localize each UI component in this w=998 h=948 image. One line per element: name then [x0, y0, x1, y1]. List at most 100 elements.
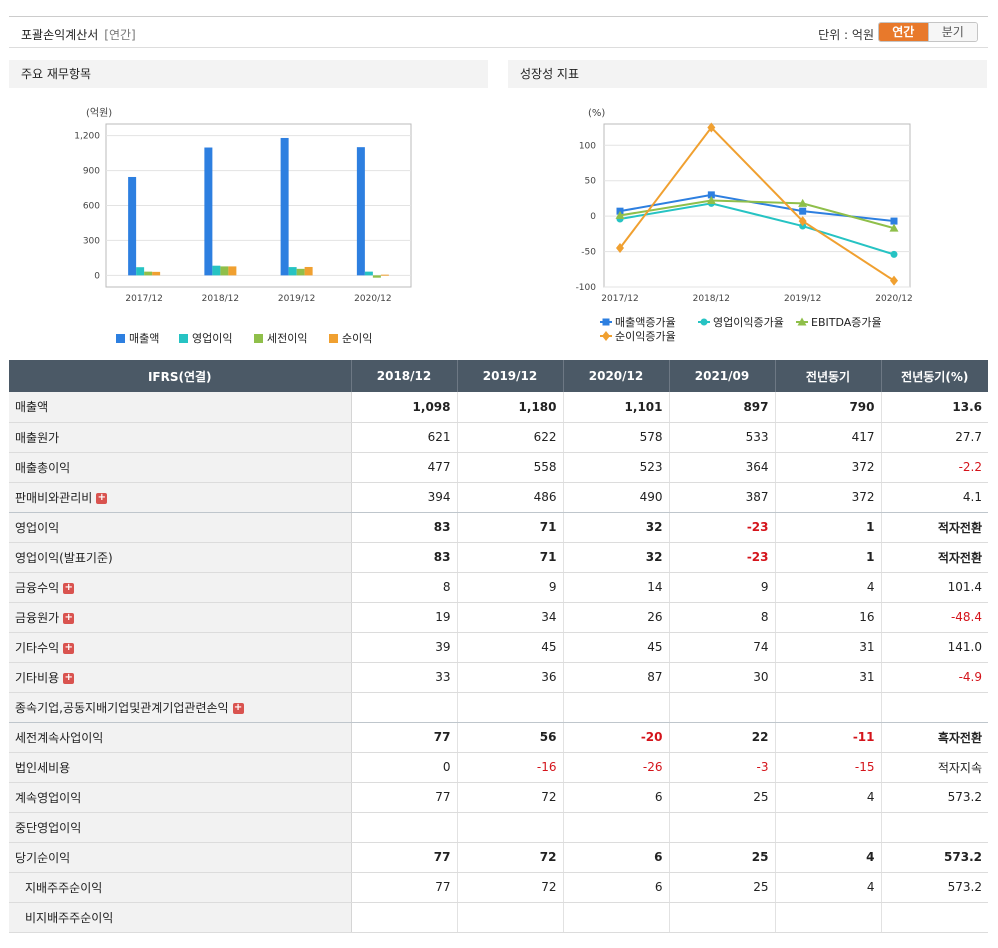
legend-swatch — [116, 334, 125, 343]
row-label: 비지배주주순이익 — [9, 902, 352, 933]
table-header-row: IFRS(연결) 2018/12 2019/12 2020/12 2021/09 전년동기… — [9, 360, 988, 392]
table-cell: 4 — [775, 572, 882, 603]
data-point — [700, 318, 708, 326]
expand-icon[interactable]: + — [96, 491, 108, 504]
data-point — [602, 331, 610, 341]
y-axis-label: (%) — [588, 108, 605, 119]
row-label: 중단영업이익 — [9, 812, 352, 843]
series-line — [619, 199, 895, 230]
expand-icon[interactable]: + — [63, 671, 75, 684]
row-label-text: 영업이익 — [15, 520, 60, 535]
table-cell: 45 — [457, 632, 564, 663]
row-label: 영업이익(발표기준) — [9, 542, 352, 573]
legend-label: 매출액 — [129, 332, 159, 345]
y-tick-label: 100 — [579, 141, 596, 151]
table-cell: 387 — [669, 482, 776, 513]
row-label-text: 금융수익 — [15, 580, 60, 595]
income-statement-table: IFRS(연결) 2018/12 2019/12 2020/12 2021/09 전년동기… — [9, 360, 988, 933]
row-label-text: 중단영업이익 — [15, 820, 82, 835]
tab-quarterly[interactable]: 분기 — [927, 23, 977, 41]
y-tick-label: 0 — [590, 212, 596, 222]
table-cell: 578 — [563, 422, 670, 453]
table-cell: 83 — [351, 542, 458, 573]
data-point — [797, 317, 807, 326]
expand-icon[interactable]: + — [63, 581, 75, 594]
panel-title-financial: 주요 재무항목 — [9, 60, 488, 88]
table-cell — [563, 902, 670, 933]
y-axis-label: (억원) — [86, 107, 112, 119]
table-cell: 364 — [669, 452, 776, 483]
statement-header: 포괄손익계산서 [연간] 단위 : 억원 연간 분기 — [9, 16, 988, 48]
legend-swatch — [329, 334, 338, 343]
row-label-text: 지배주주순이익 — [25, 880, 103, 895]
header-col-2: 2019/12 — [457, 360, 564, 392]
financial-bar-chart: 0 300 600 900 1,200 (억원) 2017/12 2018/12 2019/12… — [74, 107, 412, 345]
table-row: 중단영업이익 — [9, 812, 988, 843]
row-label: 판매비와관리비 + — [9, 482, 352, 513]
table-cell: 6 — [563, 782, 670, 813]
header-standard: IFRS(연결) — [9, 360, 352, 392]
table-cell: 8 — [351, 572, 458, 603]
header-col-4: 2021/09 — [669, 360, 776, 392]
table-cell — [563, 812, 670, 843]
table-cell: 523 — [563, 452, 670, 483]
y-tick-label: 600 — [83, 202, 100, 212]
row-label: 계속영업이익 — [9, 782, 352, 813]
table-cell: 25 — [669, 842, 776, 873]
row-label-text: 영업이익(발표기준) — [15, 550, 113, 565]
data-point — [799, 207, 807, 215]
legend-label: 순이익 — [342, 332, 372, 345]
header-col-6: 전년동기(%) — [881, 360, 988, 392]
row-label: 지배주주순이익 — [9, 872, 352, 903]
expand-icon[interactable]: + — [63, 611, 75, 624]
table-cell: -20 — [563, 722, 670, 753]
data-point — [706, 196, 716, 205]
table-cell: 39 — [351, 632, 458, 663]
table-cell: -48.4 — [881, 602, 988, 633]
table-cell: 101.4 — [881, 572, 988, 603]
period-toggle: 연간 분기 — [878, 22, 978, 42]
table-cell: 790 — [775, 392, 882, 423]
x-tick-label: 2017/12 — [601, 294, 638, 304]
legend-swatch — [179, 334, 188, 343]
row-label-text: 금융원가 — [15, 610, 60, 625]
table-cell: 621 — [351, 422, 458, 453]
table-cell — [881, 902, 988, 933]
table-cell — [457, 812, 564, 843]
table-cell — [669, 902, 776, 933]
expand-icon[interactable]: + — [63, 641, 75, 654]
table-cell — [457, 902, 564, 933]
table-cell: 적자전환 — [881, 542, 988, 573]
bar — [128, 176, 137, 276]
row-label: 매출액 — [9, 392, 352, 423]
tab-annual[interactable]: 연간 — [879, 23, 928, 41]
bar — [288, 267, 297, 276]
x-tick-label: 2018/12 — [202, 294, 239, 304]
table-cell: 25 — [669, 872, 776, 903]
row-label-text: 매출총이익 — [15, 460, 71, 475]
bar — [304, 266, 313, 276]
bar — [372, 275, 381, 278]
bar — [364, 271, 373, 276]
data-point — [890, 217, 898, 225]
data-point — [798, 198, 808, 207]
period-label: [연간] — [104, 28, 136, 42]
table-cell: 33 — [351, 662, 458, 693]
x-tick-label: 2018/12 — [693, 294, 730, 304]
x-tick-label: 2019/12 — [278, 294, 315, 304]
x-tick-label: 2020/12 — [354, 294, 391, 304]
table-cell: 417 — [775, 422, 882, 453]
table-cell: 83 — [351, 512, 458, 543]
expand-icon[interactable]: + — [232, 701, 244, 714]
y-tick-label: 0 — [94, 271, 100, 281]
table-cell: 71 — [457, 542, 564, 573]
table-cell: 36 — [457, 662, 564, 693]
row-label: 매출총이익 — [9, 452, 352, 483]
table-row: 매출원가 621 622 578 533 417 27.7 — [9, 422, 988, 453]
table-cell: -26 — [563, 752, 670, 783]
table-cell: 372 — [775, 452, 882, 483]
row-label: 당기순이익 — [9, 842, 352, 873]
table-cell: 4 — [775, 872, 882, 903]
table-cell: 6 — [563, 842, 670, 873]
table-cell — [351, 902, 458, 933]
